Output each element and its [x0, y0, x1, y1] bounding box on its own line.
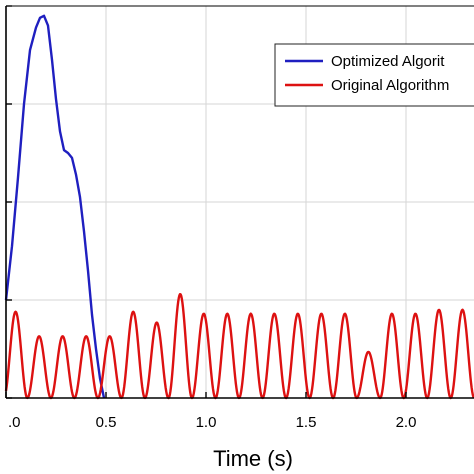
series-line-1 [4, 293, 474, 400]
series-line-0 [4, 14, 106, 399]
tick-group: .0 0.5 1.0 1.5 2.0 [5, 5, 417, 431]
x-tick-label-2: 1.0 [196, 414, 217, 431]
x-tick-label-1: 0.5 [96, 414, 117, 431]
series-group [4, 14, 474, 400]
legend: Optimized Algorit Original Algorithm [274, 43, 474, 107]
x-tick-label-0: .0 [8, 414, 21, 431]
legend-label-0: Optimized Algorit [331, 53, 445, 70]
legend-label-1: Original Algorithm [331, 77, 449, 94]
x-tick-label-4: 2.0 [396, 414, 417, 431]
x-tick-label-3: 1.5 [296, 414, 317, 431]
legend-box [274, 43, 474, 107]
x-axis-title: Time (s) [213, 446, 293, 471]
